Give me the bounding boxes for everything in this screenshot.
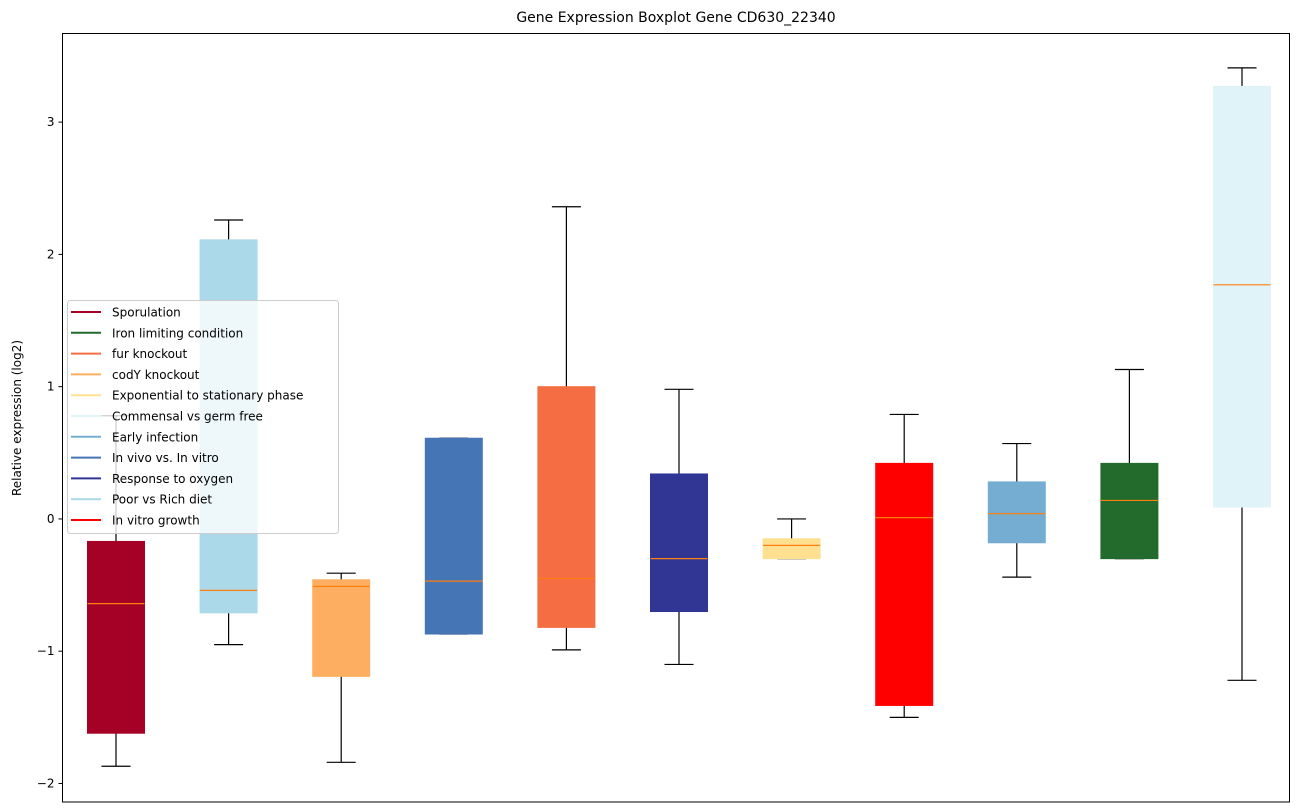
legend-label: Iron limiting condition (112, 326, 243, 340)
y-tick-label: −2 (37, 776, 55, 790)
box-body (424, 437, 483, 635)
chart-title: Gene Expression Boxplot Gene CD630_22340 (516, 10, 835, 26)
legend-item: Response to oxygen (71, 472, 233, 486)
box-body (987, 481, 1046, 544)
y-tick-label: 1 (47, 380, 55, 394)
legend-label: Response to oxygen (112, 472, 233, 486)
y-tick-label: −1 (37, 644, 55, 658)
legend-label: In vitro growth (112, 514, 200, 528)
box-body (1213, 85, 1271, 508)
box-cody-knockout (312, 572, 371, 763)
box-in-vivo-vs-in-vitro (424, 437, 483, 635)
legend-label: Poor vs Rich diet (112, 493, 212, 507)
legend-item: Commensal vs germ free (71, 410, 263, 424)
box-body (875, 462, 934, 706)
legend-label: Exponential to stationary phase (112, 389, 303, 403)
legend-item: Iron limiting condition (71, 326, 243, 340)
legend-label: codY knockout (112, 368, 200, 382)
box-sporulation (87, 415, 145, 767)
plot-frame (62, 33, 1290, 803)
y-tick-label: 0 (47, 512, 55, 526)
box-body (1100, 462, 1159, 560)
box-commensal-vs-germ-free (1213, 67, 1271, 681)
legend-label: Sporulation (112, 306, 181, 320)
y-tick-label: 3 (47, 115, 55, 129)
legend-label: In vivo vs. In vitro (112, 451, 219, 465)
legend-item: Sporulation (71, 306, 181, 320)
box-body (650, 473, 708, 613)
box-body (312, 579, 371, 677)
legend-item: In vitro growth (71, 514, 200, 528)
box-early-infection (987, 442, 1046, 578)
legend-label: fur knockout (112, 347, 188, 361)
y-tick-label: 2 (47, 247, 55, 261)
legend: Sporulation Iron limiting condition fur kn… (67, 300, 339, 534)
legend-item: Early infection (71, 430, 198, 444)
legend-item: Poor vs Rich diet (71, 493, 212, 507)
box-body (762, 538, 821, 560)
box-iron-limiting-condition (1100, 368, 1159, 560)
box-body (537, 386, 596, 628)
legend-frame (67, 300, 339, 534)
legend-label: Commensal vs germ free (112, 410, 263, 424)
box-body (87, 540, 145, 734)
legend-item: codY knockout (71, 368, 200, 382)
legend-item: fur knockout (71, 347, 188, 361)
box-fur-knockout (537, 206, 596, 651)
y-axis-label: Relative expression (log2) (10, 340, 24, 496)
legend-label: Early infection (112, 430, 198, 444)
box-response-to-oxygen (650, 388, 708, 666)
legend-item: Exponential to stationary phase (71, 389, 303, 403)
box-exponential-to-stationary-phase (762, 518, 821, 560)
y-axis-ticks: −2 −1 0 1 2 3 (37, 115, 63, 790)
legend-item: In vivo vs. In vitro (71, 451, 219, 465)
box-in-vitro-growth (875, 413, 934, 718)
